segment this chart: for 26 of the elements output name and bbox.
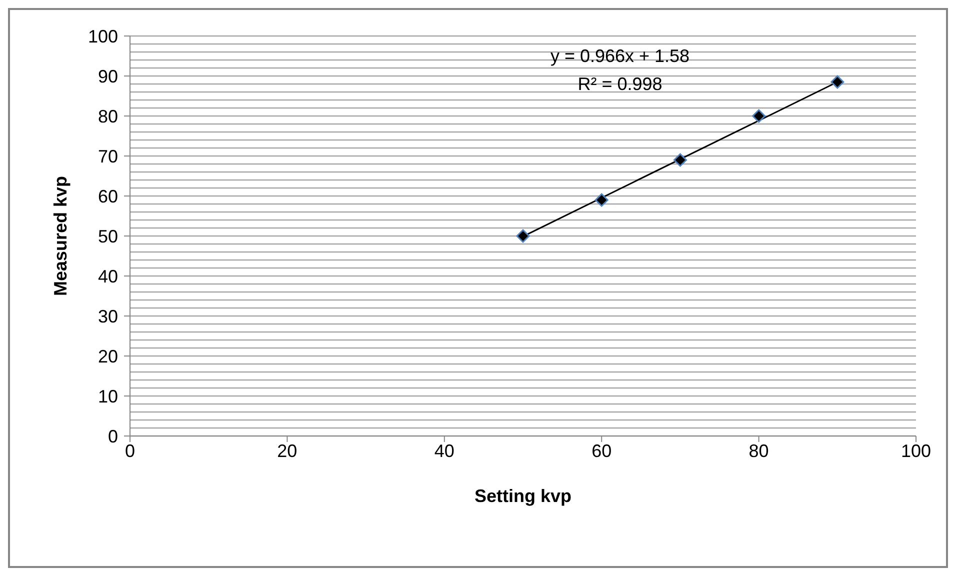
x-axis-title: Setting kvp <box>474 486 572 506</box>
x-tick-label: 20 <box>277 440 298 461</box>
point <box>752 109 766 123</box>
x-tick-label: 40 <box>434 440 454 461</box>
y-tick-label: 20 <box>98 346 118 366</box>
y-tick-label: 50 <box>98 226 118 246</box>
x-tick-label: 60 <box>592 440 612 461</box>
y-tick-label: 0 <box>108 426 118 446</box>
y-tick-label: 10 <box>98 386 118 406</box>
annotation: y = 0.966x + 1.58 <box>549 46 691 67</box>
y-tick-label: 40 <box>98 266 118 286</box>
y-axis-title: Measured kvp <box>50 176 70 296</box>
y-tick-label: 70 <box>98 146 118 166</box>
point <box>673 153 687 167</box>
y-tick-label: 100 <box>88 26 118 46</box>
point <box>594 193 608 207</box>
y-tick-label: 80 <box>98 106 118 126</box>
y-tick-label: 90 <box>98 66 118 86</box>
y-tick-label: 60 <box>98 186 118 206</box>
point <box>830 75 844 89</box>
point <box>516 229 530 243</box>
x-tick-label: 100 <box>900 440 932 461</box>
y-tick-label: 30 <box>98 306 118 326</box>
x-tick-label: 0 <box>124 440 136 461</box>
annotation: R² = 0.998 <box>576 74 664 95</box>
x-tick-label: 80 <box>748 440 769 461</box>
